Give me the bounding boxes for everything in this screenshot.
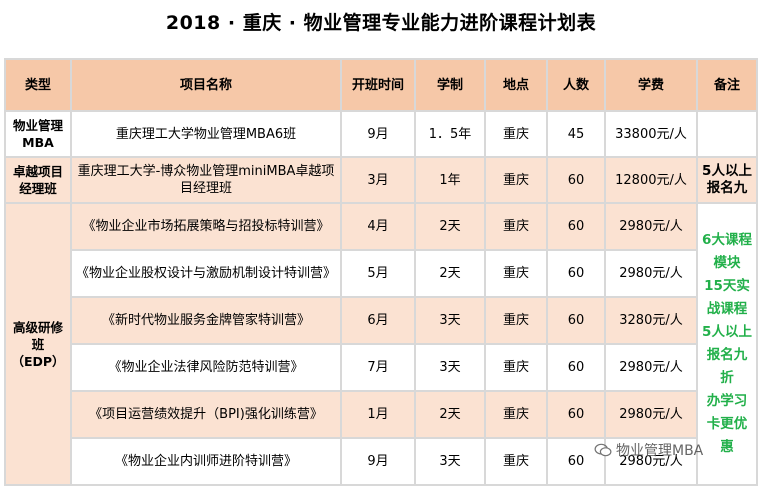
fee-cell: 33800元/人: [604, 110, 698, 158]
note-cell: 5人以上 报名九: [696, 156, 758, 204]
place-cell: 重庆: [484, 343, 548, 392]
header-project-name: 项目名称: [70, 58, 342, 112]
month-cell: 3月: [340, 156, 416, 204]
duration-cell: 3天: [414, 437, 486, 486]
category-cell: 卓越项目 经理班: [4, 156, 72, 204]
fee-cell: 12800元/人: [604, 156, 698, 204]
project-name-cell: 《物业企业股权设计与激励机制设计特训营》: [70, 249, 342, 298]
project-name-cell: 重庆理工大学-博众物业管理miniMBA卓越项目经理班: [70, 156, 342, 204]
month-cell: 7月: [340, 343, 416, 392]
fee-cell: 2980元/人: [604, 202, 698, 251]
fee-cell: 2980元/人: [604, 343, 698, 392]
project-name-cell: 《项目运营绩效提升（BPI)强化训练营》: [70, 390, 342, 439]
header-size: 人数: [546, 58, 606, 112]
size-cell: 60: [546, 390, 606, 439]
project-name-cell: 《新时代物业服务金牌管家特训营》: [70, 296, 342, 345]
size-cell: 60: [546, 156, 606, 204]
header-note: 备注: [696, 58, 758, 112]
place-cell: 重庆: [484, 156, 548, 204]
header-category: 类型: [4, 58, 72, 112]
project-name-cell: 《物业企业内训师进阶特训营》: [70, 437, 342, 486]
note-cell: [696, 110, 758, 158]
duration-cell: 3天: [414, 343, 486, 392]
table-row: 《物业企业股权设计与激励机制设计特训营》 5月 2天 重庆 60 2980元/人: [5, 249, 757, 298]
size-cell: 60: [546, 202, 606, 251]
duration-cell: 3天: [414, 296, 486, 345]
wechat-watermark: 物业管理MBA: [594, 440, 703, 460]
table-row: 《项目运营绩效提升（BPI)强化训练营》 1月 2天 重庆 60 2980元/人: [5, 390, 757, 439]
month-cell: 6月: [340, 296, 416, 345]
fee-cell: 2980元/人: [604, 249, 698, 298]
table-row: 高级研修 班 （EDP） 《物业企业市场拓展策略与招投标特训营》 4月 2天 重…: [4, 202, 758, 486]
header-start-time: 开班时间: [340, 58, 416, 112]
month-cell: 5月: [340, 249, 416, 298]
project-name-cell: 《物业企业法律风险防范特训营》: [70, 343, 342, 392]
duration-cell: 2天: [414, 249, 486, 298]
category-cell: 物业管理 MBA: [4, 110, 72, 158]
place-cell: 重庆: [484, 202, 548, 251]
month-cell: 9月: [340, 437, 416, 486]
duration-cell: 1年: [414, 156, 486, 204]
fee-cell: 3280元/人: [604, 296, 698, 345]
duration-cell: 2天: [414, 390, 486, 439]
table-row: 《物业企业法律风险防范特训营》 7月 3天 重庆 60 2980元/人: [5, 343, 757, 392]
header-place: 地点: [484, 58, 548, 112]
header-duration: 学制: [414, 58, 486, 112]
place-cell: 重庆: [484, 110, 548, 158]
size-cell: 45: [546, 110, 606, 158]
place-cell: 重庆: [484, 390, 548, 439]
course-plan-table: 类型 项目名称 开班时间 学制 地点 人数 学费 备注 物业管理 MBA 重庆理…: [4, 58, 758, 486]
watermark-text: 物业管理MBA: [616, 443, 704, 459]
month-cell: 4月: [340, 202, 416, 251]
place-cell: 重庆: [484, 249, 548, 298]
project-name-cell: 《物业企业市场拓展策略与招投标特训营》: [70, 202, 342, 251]
size-cell: 60: [546, 249, 606, 298]
page-title: 2018 · 重庆 · 物业管理专业能力进阶课程计划表: [165, 12, 597, 34]
category-cell: 高级研修 班 （EDP）: [4, 202, 72, 486]
place-cell: 重庆: [484, 437, 548, 486]
table-row: 卓越项目 经理班 重庆理工大学-博众物业管理miniMBA卓越项目经理班 3月 …: [4, 156, 758, 204]
table-row: 《新时代物业服务金牌管家特训营》 6月 3天 重庆 60 3280元/人: [5, 296, 757, 345]
wechat-icon: [594, 443, 612, 457]
size-cell: 60: [546, 296, 606, 345]
table-row: 《物业企业内训师进阶特训营》 9月 3天 重庆 60 2980元/人: [5, 437, 757, 486]
duration-cell: 1．5年: [414, 110, 486, 158]
month-cell: 9月: [340, 110, 416, 158]
size-cell: 60: [546, 343, 606, 392]
fee-cell: 2980元/人: [604, 437, 698, 486]
fee-cell: 2980元/人: [604, 390, 698, 439]
project-name-cell: 重庆理工大学物业管理MBA6班: [70, 110, 342, 158]
header-fee: 学费: [604, 58, 698, 112]
size-cell: 60: [546, 437, 606, 486]
month-cell: 1月: [340, 390, 416, 439]
place-cell: 重庆: [484, 296, 548, 345]
duration-cell: 2天: [414, 202, 486, 251]
table-header-row: 类型 项目名称 开班时间 学制 地点 人数 学费 备注: [4, 58, 758, 112]
table-row: 物业管理 MBA 重庆理工大学物业管理MBA6班 9月 1．5年 重庆 45 3…: [4, 110, 758, 158]
edp-note-cell: 6大课程 模块 15天实 战课程 5人以上 报名九 折 办学习 卡更优 惠: [696, 202, 758, 486]
